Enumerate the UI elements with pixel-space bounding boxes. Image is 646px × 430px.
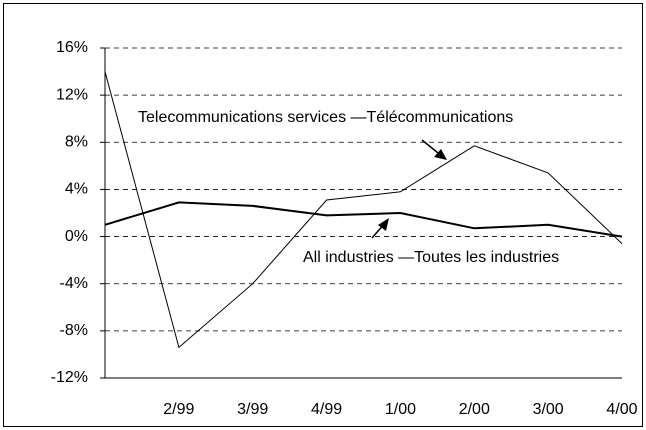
x-tick-label: 3/99 — [237, 401, 268, 418]
frame — [3, 3, 643, 427]
series-line — [104, 201, 623, 238]
y-tick-label: 16% — [56, 39, 88, 56]
series-annotation: Telecommunications services —Télécommuni… — [138, 109, 513, 126]
y-tick-label: 4% — [65, 181, 88, 198]
x-tick-label: 4/99 — [311, 401, 342, 418]
x-tick-label: 2/00 — [459, 401, 490, 418]
x-tick-label: 4/00 — [606, 401, 637, 418]
arrow-head — [434, 149, 447, 160]
x-tick-label: 3/00 — [533, 401, 564, 418]
y-tick-label: -12% — [51, 369, 88, 386]
y-tick-label: 12% — [56, 86, 88, 103]
y-tick-label: -4% — [60, 275, 88, 292]
series-line — [104, 71, 623, 349]
x-tick-label: 1/00 — [385, 401, 416, 418]
x-tick-label: 2/99 — [163, 401, 194, 418]
y-tick-label: -8% — [60, 322, 88, 339]
series-annotation: All industries —Toutes les industries — [303, 249, 559, 266]
grid — [105, 47, 622, 332]
y-tick-label: 8% — [65, 134, 88, 151]
arrow-head — [378, 218, 389, 231]
y-tick-label: 0% — [65, 228, 88, 245]
